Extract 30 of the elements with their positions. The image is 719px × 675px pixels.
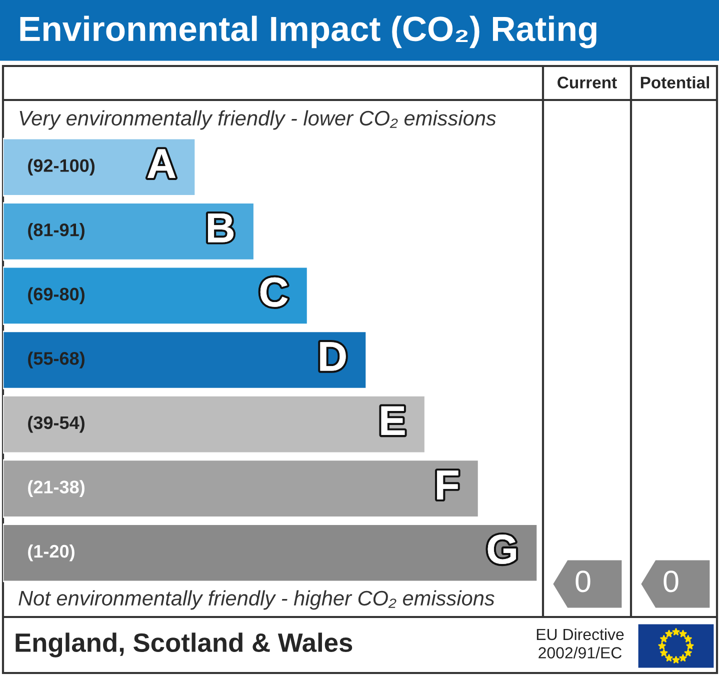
annotation: (39-54) (28, 416, 84, 433)
bar (3, 394, 426, 454)
y-tick-label: E (381, 406, 405, 436)
y-tick-label: A (148, 149, 176, 178)
annotation: (69-80) (28, 287, 84, 304)
text: Very environmentally friendly - lower CO₂ emissions (20, 110, 496, 130)
bar (3, 459, 480, 518)
text: 0 (576, 570, 590, 592)
bar (3, 138, 196, 196)
chart-title: Environmental Impact (CO₂) Rating (20, 16, 596, 48)
bar (3, 330, 368, 390)
y-tick-label: G (488, 534, 516, 564)
text: Not environmentally friendly - higher CO₂ emissions (18, 590, 494, 610)
bar (3, 266, 308, 326)
y-tick-label: F (437, 470, 458, 500)
text: 0 (664, 570, 678, 592)
annotation: (1-20) (28, 544, 74, 562)
text: Current (558, 76, 617, 88)
annotation: (55-68) (28, 352, 84, 368)
y-tick-label: C (260, 277, 288, 307)
annotation: (92-100) (28, 158, 95, 176)
text: Potential (640, 76, 710, 88)
annotation: (21-38) (28, 480, 84, 497)
y-tick-label: D (320, 342, 346, 371)
text: EU Directive 2002/91/EC (536, 628, 624, 658)
y-tick-label: B (208, 214, 234, 242)
bar (3, 524, 538, 582)
annotation: (81-91) (28, 223, 84, 240)
text: England, Scotland & Wales (16, 632, 352, 658)
bar (3, 202, 255, 261)
